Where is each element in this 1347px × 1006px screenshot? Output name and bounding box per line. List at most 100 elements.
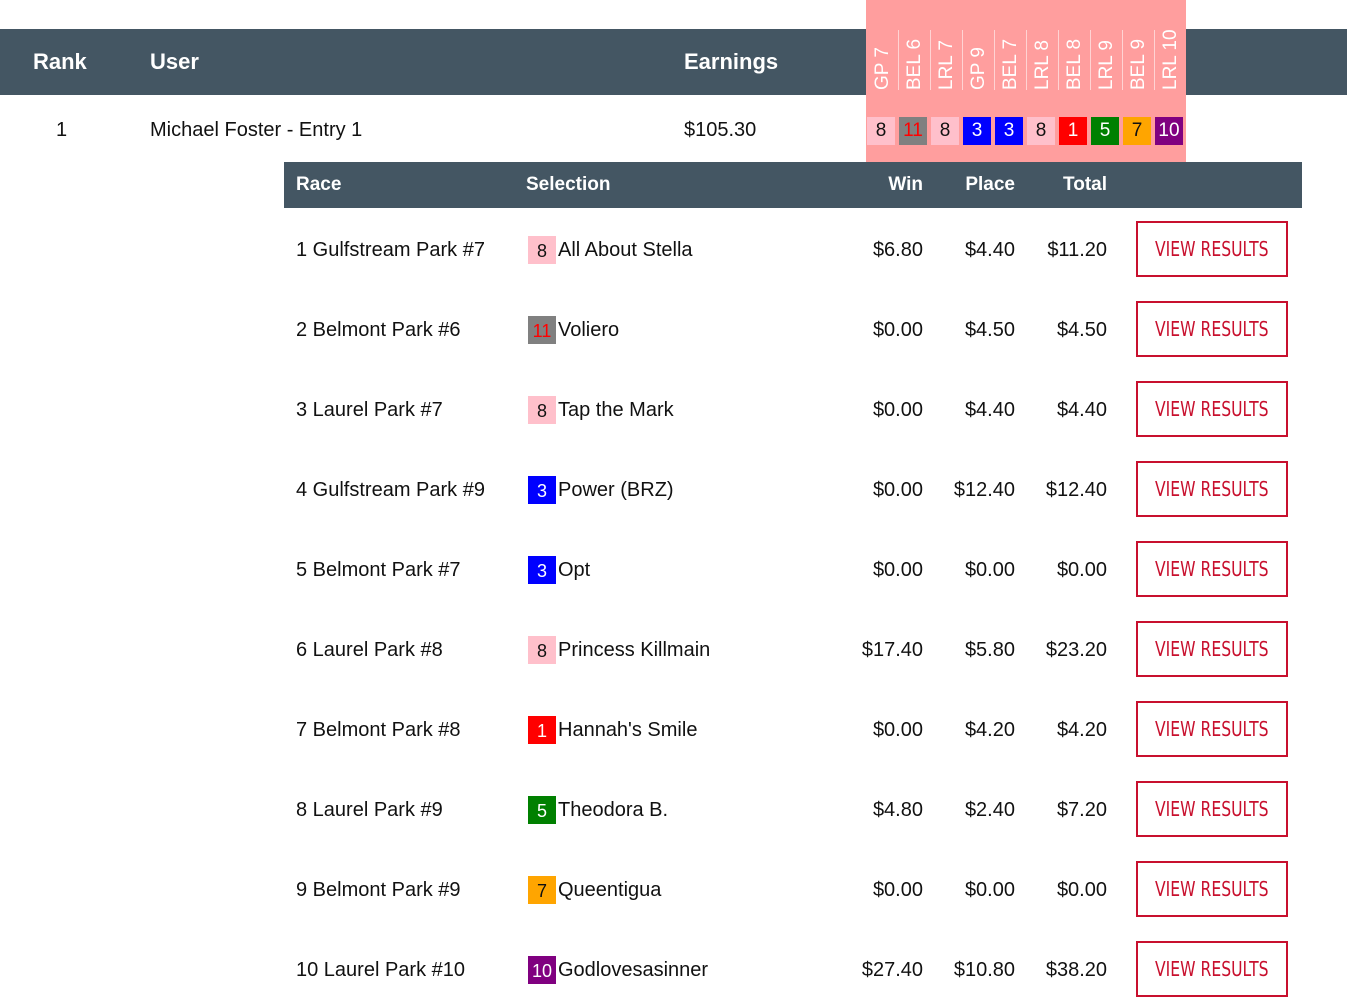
horse-name: Tap the Mark	[558, 399, 674, 421]
horse-number-badge: 3	[528, 476, 556, 504]
horse-name: Voliero	[558, 319, 620, 341]
pick-number-badge: 8	[931, 117, 959, 145]
pick-number-badge: 3	[963, 117, 991, 145]
entry-rank: 1	[56, 119, 68, 141]
table-row: 3 Laurel Park #7 8 Tap the Mark $0.00 $4.40 $…	[284, 380, 1302, 460]
table-row: 9 Belmont Park #9 7 Queentigua $0.00 $0.00 $0…	[284, 860, 1302, 940]
horse-number-badge: 8	[528, 236, 556, 264]
win-amount: $27.40	[861, 959, 923, 981]
view-results-label: VIEW RESULTS	[1155, 237, 1269, 261]
pick-number-badge: 11	[899, 117, 927, 145]
pick-number-badge: 7	[1123, 117, 1151, 145]
selection-column-header: Selection	[526, 174, 611, 195]
place-amount: $10.80	[953, 959, 1015, 981]
table-row: 2 Belmont Park #6 11 Voliero $0.00 $4.50 $4.5…	[284, 300, 1302, 380]
table-row: 4 Gulfstream Park #9 3 Power (BRZ) $0.00 $12…	[284, 460, 1302, 540]
place-amount: $5.80	[964, 639, 1015, 661]
view-results-button[interactable]: VIEW RESULTS	[1136, 861, 1288, 917]
horse-name: Hannah's Smile	[558, 719, 698, 741]
entry-user[interactable]: Michael Foster - Entry 1	[150, 119, 363, 141]
total-amount: $23.20	[1045, 639, 1107, 661]
place-amount: $12.40	[953, 479, 1015, 501]
race-column-header: BEL 6	[898, 30, 930, 90]
pick-number-badge: 8	[1027, 117, 1055, 145]
view-results-button[interactable]: VIEW RESULTS	[1136, 541, 1288, 597]
horse-number-badge: 1	[528, 716, 556, 744]
place-amount: $4.20	[964, 719, 1015, 741]
win-amount: $0.00	[872, 719, 923, 741]
race-column-label: GP 9	[968, 47, 989, 90]
place-amount: $0.00	[964, 879, 1015, 901]
horse-number-badge: 5	[528, 796, 556, 824]
view-results-button[interactable]: VIEW RESULTS	[1136, 701, 1288, 757]
entry-earnings: $105.30	[684, 119, 757, 141]
view-results-label: VIEW RESULTS	[1155, 397, 1269, 421]
place-amount: $0.00	[964, 559, 1015, 581]
win-amount: $4.80	[872, 799, 923, 821]
race-column-divider	[1058, 30, 1059, 90]
race-column-divider	[962, 30, 963, 90]
rank-column-header[interactable]: Rank	[33, 49, 87, 74]
horse-name: Opt	[558, 559, 591, 581]
total-amount: $0.00	[1056, 879, 1107, 901]
table-row: 7 Belmont Park #8 1 Hannah's Smile $0.00 $4.…	[284, 700, 1302, 780]
view-results-button[interactable]: VIEW RESULTS	[1136, 781, 1288, 837]
view-results-button[interactable]: VIEW RESULTS	[1136, 301, 1288, 357]
horse-name: Godlovesasinner	[558, 959, 709, 981]
place-amount: $4.50	[964, 319, 1015, 341]
pick-number-badge: 1	[1059, 117, 1087, 145]
race-name: 2 Belmont Park #6	[296, 319, 461, 341]
race-name: 8 Laurel Park #9	[296, 799, 443, 821]
race-column-divider	[930, 30, 931, 90]
view-results-button[interactable]: VIEW RESULTS	[1136, 941, 1288, 997]
view-results-label: VIEW RESULTS	[1155, 717, 1269, 741]
table-row: 1 Gulfstream Park #7 8 All About Stella $6.…	[284, 220, 1302, 300]
race-column-divider	[1026, 30, 1027, 90]
total-amount: $38.20	[1045, 959, 1107, 981]
user-column-header[interactable]: User	[150, 49, 199, 74]
win-amount: $0.00	[872, 559, 923, 581]
view-results-label: VIEW RESULTS	[1155, 557, 1269, 581]
horse-number-badge: 3	[528, 556, 556, 584]
view-results-label: VIEW RESULTS	[1155, 637, 1269, 661]
pick-number-badge: 5	[1091, 117, 1119, 145]
view-results-button[interactable]: VIEW RESULTS	[1136, 621, 1288, 677]
place-amount: $2.40	[964, 799, 1015, 821]
win-column-header: Win	[888, 174, 923, 195]
race-column-header: LRL 10	[1154, 29, 1186, 90]
table-row: 8 Laurel Park #9 5 Theodora B. $4.80 $2.40 $7…	[284, 780, 1302, 860]
view-results-label: VIEW RESULTS	[1155, 797, 1269, 821]
table-row: 5 Belmont Park #7 3 Opt $0.00 $0.00 $0.00 VIEW…	[284, 540, 1302, 620]
race-column-label: GP 7	[872, 47, 893, 90]
pick-number-badge: 3	[995, 117, 1023, 145]
horse-name: Power (BRZ)	[558, 479, 674, 501]
earnings-column-header[interactable]: Earnings	[684, 49, 779, 74]
table-row: 10 Laurel Park #10 10 Godlovesasinner $27.4…	[284, 940, 1302, 1006]
win-amount: $6.80	[872, 239, 923, 261]
horse-name: Theodora B.	[558, 799, 669, 821]
horse-number-badge: 7	[528, 876, 556, 904]
race-column-header: LRL 7	[930, 30, 962, 90]
total-amount: $12.40	[1045, 479, 1107, 501]
race-name: 4 Gulfstream Park #9	[296, 479, 485, 501]
race-column-header: GP 9	[962, 30, 994, 90]
view-results-button[interactable]: VIEW RESULTS	[1136, 221, 1288, 277]
race-column-header: LRL 8	[1026, 30, 1058, 90]
race-column-header: BEL 8	[1058, 30, 1090, 90]
race-column-divider	[1154, 30, 1155, 90]
race-column-header: LRL 9	[1090, 30, 1122, 90]
race-name: 3 Laurel Park #7	[296, 399, 443, 421]
win-amount: $0.00	[872, 399, 923, 421]
race-name: 10 Laurel Park #10	[296, 959, 466, 981]
view-results-button[interactable]: VIEW RESULTS	[1136, 381, 1288, 437]
win-amount: $0.00	[872, 319, 923, 341]
total-amount: $4.20	[1056, 719, 1107, 741]
horse-name: All About Stella	[558, 239, 693, 261]
race-column-header: BEL 7	[994, 30, 1026, 90]
race-column-divider	[898, 30, 899, 90]
race-column-header: BEL 9	[1122, 30, 1154, 90]
total-column-header: Total	[1063, 174, 1107, 195]
view-results-button[interactable]: VIEW RESULTS	[1136, 461, 1288, 517]
horse-name: Princess Killmain	[558, 639, 711, 661]
win-amount: $0.00	[872, 879, 923, 901]
